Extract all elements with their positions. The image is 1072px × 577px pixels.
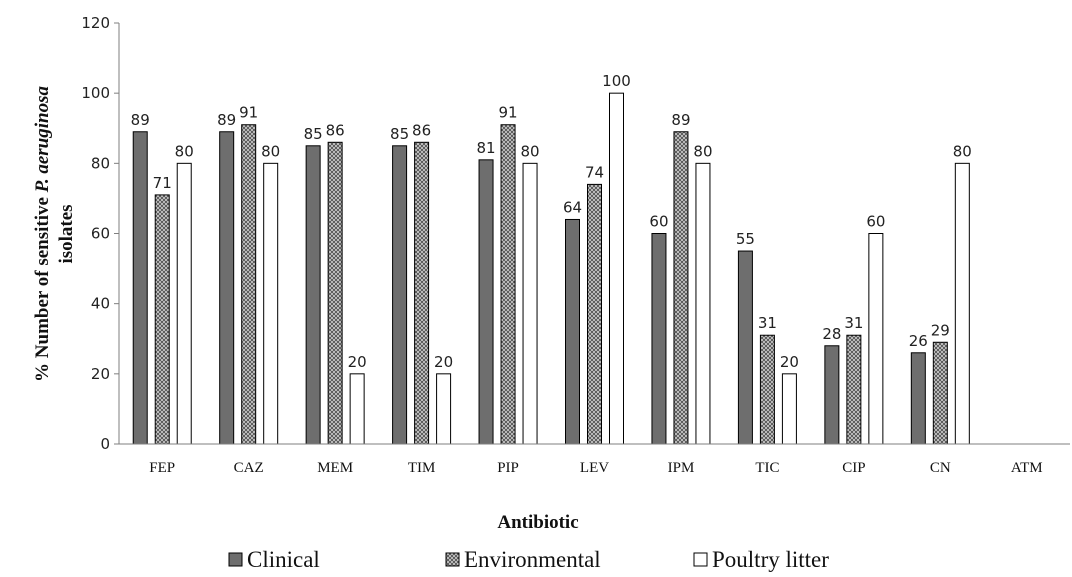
- legend-label-environmental: Environmental: [464, 547, 601, 572]
- data-label-environmental-mem: 86: [326, 121, 345, 139]
- x-tick-label: CAZ: [234, 460, 264, 476]
- y-tick-label: 20: [91, 365, 110, 383]
- x-tick-label: TIC: [755, 460, 779, 476]
- legend-swatch-clinical: [228, 552, 243, 567]
- legend: Clinical Environmental Poultry litter: [228, 547, 829, 572]
- bar-environmental-mem: [327, 141, 343, 445]
- data-label-poultry-litter-tim: 20: [434, 353, 453, 371]
- data-label-poultry-litter-fep: 80: [175, 142, 194, 160]
- data-label-clinical-ipm: 60: [649, 213, 668, 231]
- x-tick-label: TIM: [408, 460, 436, 476]
- bar-poultry-litter-fep: [176, 162, 192, 445]
- data-label-environmental-caz: 91: [239, 104, 258, 122]
- bar-clinical-cip: [824, 345, 840, 445]
- data-label-environmental-cn: 29: [931, 321, 950, 339]
- y-axis-title: % Number of sensitive P. aeruginosa isol…: [32, 86, 77, 382]
- bar-clinical-ipm: [651, 233, 667, 445]
- data-label-environmental-tim: 86: [412, 121, 431, 139]
- data-label-clinical-pip: 81: [476, 139, 495, 157]
- bar-environmental-lev: [587, 183, 602, 445]
- bar-clinical-caz: [219, 131, 235, 445]
- data-label-clinical-cn: 26: [909, 332, 928, 350]
- bar-poultry-litter-ipm: [695, 162, 711, 445]
- data-label-clinical-lev: 64: [563, 198, 582, 216]
- bar-poultry-litter-pip: [522, 162, 538, 445]
- bar-environmental-pip: [500, 124, 516, 445]
- data-label-poultry-litter-ipm: 80: [693, 142, 712, 160]
- bar-poultry-litter-cip: [868, 233, 884, 445]
- y-axis: 0 20 40 60 80 100 120: [81, 14, 120, 453]
- bar-environmental-tim: [414, 141, 430, 445]
- x-tick-label: ATM: [1011, 460, 1043, 476]
- bar-environmental-cip: [846, 334, 862, 445]
- bar-environmental-cn: [932, 341, 948, 445]
- x-tick-label: CIP: [842, 460, 865, 476]
- x-tick-label: FEP: [149, 460, 175, 476]
- legend-swatch-poultry-litter: [693, 552, 708, 567]
- bar-poultry-litter-caz: [263, 162, 279, 445]
- bar-poultry-litter-lev: [609, 92, 624, 445]
- data-label-environmental-cip: 31: [844, 314, 863, 332]
- data-label-clinical-tic: 55: [736, 230, 755, 248]
- bar-environmental-ipm: [673, 131, 689, 445]
- y-tick-label: 40: [91, 295, 110, 313]
- data-label-environmental-pip: 91: [498, 104, 517, 122]
- data-label-poultry-litter-mem: 20: [348, 353, 367, 371]
- x-tick-label: CN: [930, 460, 951, 476]
- bar-poultry-litter-tim: [436, 373, 452, 445]
- bar-clinical-pip: [478, 159, 494, 445]
- data-label-clinical-fep: 89: [131, 111, 150, 129]
- bar-environmental-fep: [154, 194, 170, 445]
- data-label-clinical-mem: 85: [304, 125, 323, 143]
- bar-poultry-litter-mem: [349, 373, 365, 445]
- data-label-poultry-litter-cn: 80: [953, 142, 972, 160]
- bar-clinical-fep: [132, 131, 148, 445]
- x-tick-label: MEM: [317, 460, 353, 476]
- bar-clinical-mem: [305, 145, 321, 445]
- y-axis-title-italic: P. aeruginosa: [32, 86, 53, 194]
- y-tick-label: 120: [81, 14, 110, 32]
- x-tick-label: LEV: [580, 460, 609, 476]
- legend-label-clinical: Clinical: [247, 547, 320, 572]
- data-label-poultry-litter-lev: 100: [602, 72, 631, 90]
- y-axis-title-prefix: %: [32, 363, 53, 382]
- bar-clinical-cn: [910, 352, 926, 445]
- bar-clinical-tim: [392, 145, 408, 445]
- data-label-environmental-tic: 31: [758, 314, 777, 332]
- data-label-poultry-litter-cip: 60: [866, 213, 885, 231]
- data-label-environmental-ipm: 89: [671, 111, 690, 129]
- bar-poultry-litter-cn: [954, 162, 970, 445]
- bar-environmental-tic: [759, 334, 775, 445]
- x-tick-label: PIP: [497, 460, 519, 476]
- y-tick-label: 100: [81, 84, 110, 102]
- bar-environmental-caz: [241, 124, 257, 445]
- x-tick-label: IPM: [668, 460, 695, 476]
- data-label-poultry-litter-pip: 80: [520, 142, 539, 160]
- y-tick-label: 60: [91, 225, 110, 243]
- y-tick-label: 0: [100, 435, 110, 453]
- x-axis: FEP CAZ MEM TIM PIP LEV IPM TIC CIP CN ATM: [119, 443, 1070, 476]
- data-label-clinical-cip: 28: [822, 325, 841, 343]
- y-axis-title-line1: Number of sensitive: [32, 197, 53, 358]
- data-label-poultry-litter-caz: 80: [261, 142, 280, 160]
- x-axis-title: Antibiotic: [497, 512, 578, 533]
- bar-poultry-litter-tic: [781, 373, 797, 445]
- data-label-clinical-tim: 85: [390, 125, 409, 143]
- data-label-poultry-litter-tic: 20: [780, 353, 799, 371]
- bar-clinical-tic: [737, 250, 753, 445]
- bar-clinical-lev: [565, 218, 580, 445]
- svg-text:% Number of sen: % Number of sensitive P. aeruginosa: [32, 86, 53, 382]
- y-axis-title-line2: isolates: [56, 204, 77, 263]
- data-label-environmental-lev: 74: [585, 163, 604, 181]
- legend-swatch-environmental: [445, 552, 460, 567]
- y-tick-label: 80: [91, 154, 110, 172]
- data-label-environmental-fep: 71: [153, 174, 172, 192]
- legend-label-poultry-litter: Poultry litter: [712, 547, 829, 572]
- data-label-clinical-caz: 89: [217, 111, 236, 129]
